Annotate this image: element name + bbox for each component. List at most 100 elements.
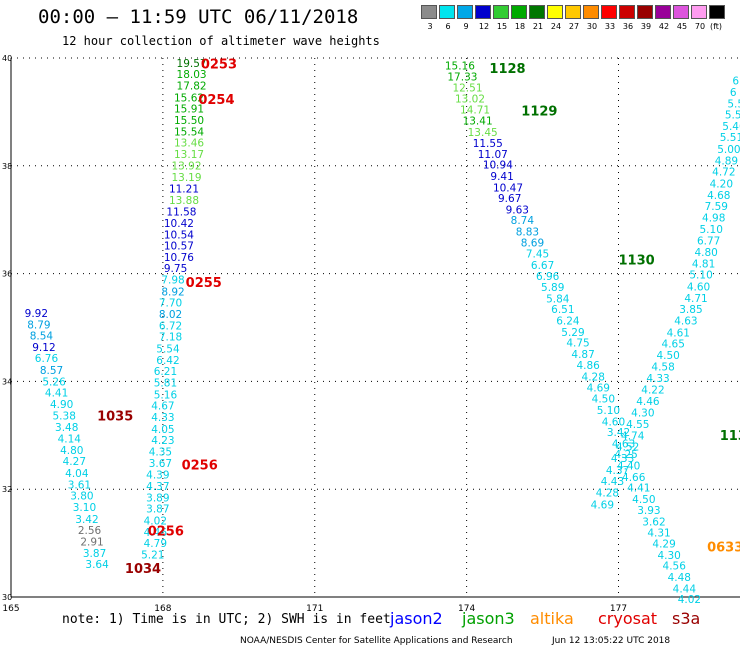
wave-height-label: 4.33 [611, 453, 634, 465]
wave-height-label: 17.82 [177, 80, 207, 92]
satellite-name: cryosat [598, 609, 658, 628]
wave-height-label: 4.66 [622, 472, 646, 484]
wave-height-label: 4.31 [647, 527, 670, 539]
timestamp-text: Jun 12 13:05:22 UTC 2018 [552, 636, 671, 646]
credit-text: NOAA/NESDIS Center for Satellite Applica… [240, 636, 513, 646]
x-tick-label: 165 [2, 604, 19, 614]
legend-swatch [619, 5, 635, 19]
wave-height-label: 11.55 [473, 138, 503, 150]
wave-height-label: 5.21 [141, 549, 164, 561]
legend-swatch [709, 5, 725, 19]
wave-height-label: 4.40 [617, 460, 640, 472]
wave-height-label: 4.69 [587, 382, 610, 394]
wave-height-label: 4.04 [65, 468, 89, 480]
wave-height-label: 5.46 [722, 121, 740, 133]
wave-height-label: 4.05 [151, 424, 174, 436]
wave-height-label: 6.96 [536, 271, 560, 283]
legend-label: 21 [532, 22, 544, 31]
pass-time-label: 1129 [521, 104, 557, 119]
wave-height-label: 5.5 [727, 98, 740, 110]
wave-height-label: 15.91 [174, 104, 204, 116]
wave-height-label: 9.41 [490, 171, 513, 183]
wave-height-label: 3.67 [149, 458, 172, 470]
wave-height-label: 18.03 [177, 69, 207, 81]
wave-height-label: 4.72 [712, 167, 735, 179]
legend-label: 42 [658, 22, 670, 31]
legend-swatch [673, 5, 689, 19]
wave-height-label: 3.89 [146, 492, 169, 504]
wave-height-label: 4.28 [596, 487, 619, 499]
wave-height-label: 8.74 [511, 215, 535, 227]
wave-height-label: 4.33 [151, 412, 174, 424]
wave-height-label: 4.56 [663, 561, 687, 573]
legend-swatch [439, 5, 455, 19]
wave-height-label: 4.74 [621, 430, 645, 442]
wave-height-label: 4.81 [692, 258, 715, 270]
wave-height-label: 4.61 [667, 327, 690, 339]
x-tick-label: 171 [306, 604, 323, 614]
legend-label: 15 [496, 22, 508, 31]
wave-height-label: 4.02 [678, 594, 701, 606]
wave-height-label: 10.47 [493, 182, 523, 194]
wave-height-label: 6.42 [156, 355, 179, 367]
legend-label: 12 [478, 22, 490, 31]
footnote: note: 1) Time is in UTC; 2) SWH is in fe… [62, 612, 391, 627]
legend-label: 45 [676, 22, 688, 31]
legend-swatch [529, 5, 545, 19]
wave-height-label: 3.61 [68, 479, 91, 491]
wave-height-label: 4.98 [702, 213, 725, 225]
legend-swatch [655, 5, 671, 19]
wave-height-label: 4.20 [710, 179, 733, 191]
wave-height-label: 9.12 [32, 342, 55, 354]
pass-time-label: 1128 [489, 62, 525, 77]
wave-height-label: 7.45 [526, 249, 549, 261]
wave-height-label: 4.23 [151, 435, 174, 447]
wave-height-label: 8.79 [27, 319, 50, 331]
wave-height-label: 13.17 [174, 149, 204, 161]
wave-height-label: 4.14 [58, 434, 82, 446]
pass-time-label: 1130 [619, 254, 655, 269]
wave-height-label: 9.67 [498, 193, 521, 205]
wave-height-label: 17.33 [447, 71, 477, 83]
wave-height-label: 13.88 [169, 195, 199, 207]
x-tick-label: 168 [154, 604, 171, 614]
wave-height-label: 4.44 [673, 583, 697, 595]
wave-height-label: 5.10 [689, 270, 712, 282]
y-tick-label: 36 [2, 270, 12, 279]
legend-label: 27 [568, 22, 580, 31]
pass-time-label: 0256 [182, 458, 218, 473]
wave-height-label: 15.62 [174, 92, 204, 104]
wave-height-label: 10.54 [164, 229, 194, 241]
wave-height-label: 5.26 [42, 376, 66, 388]
wave-height-label: 7.18 [159, 332, 182, 344]
wave-height-label: 4.02 [144, 515, 167, 527]
legend-label: 36 [622, 22, 634, 31]
x-tick-label: 177 [610, 604, 627, 614]
legend-label: 9 [463, 22, 469, 31]
legend-swatch [511, 5, 527, 19]
wave-height-label: 4.60 [602, 416, 625, 428]
wave-height-label: 7.98 [161, 275, 184, 287]
wave-height-label: 6.24 [556, 315, 580, 327]
wave-height-label: 13.41 [463, 116, 493, 128]
legend-label: 70 [694, 22, 706, 31]
wave-height-label: 3.93 [637, 505, 660, 517]
x-tick-label: 174 [458, 604, 475, 614]
wave-height-label: 5.00 [717, 144, 740, 156]
wave-height-label: 9.92 [25, 308, 48, 320]
wave-height-label: 13.19 [171, 172, 201, 184]
wave-height-label: 3.48 [55, 422, 78, 434]
wave-height-label: 4.67 [151, 401, 174, 413]
legend-swatch [475, 5, 491, 19]
pass-time-label: 1035 [97, 409, 133, 424]
wave-height-label: 6.21 [154, 366, 177, 378]
wave-height-label: 3.87 [146, 504, 169, 516]
wave-height-label: 4.43 [601, 476, 624, 488]
wave-height-label: 4.39 [146, 470, 169, 482]
wave-height-label: 10.76 [164, 252, 194, 264]
wave-height-label: 6 [732, 76, 739, 88]
wave-height-label: 6.67 [531, 260, 554, 272]
wave-height-label: 10.57 [164, 241, 194, 253]
wave-height-label: 19.57 [177, 58, 207, 70]
page-subtitle: 12 hour collection of altimeter wave hei… [62, 34, 380, 48]
